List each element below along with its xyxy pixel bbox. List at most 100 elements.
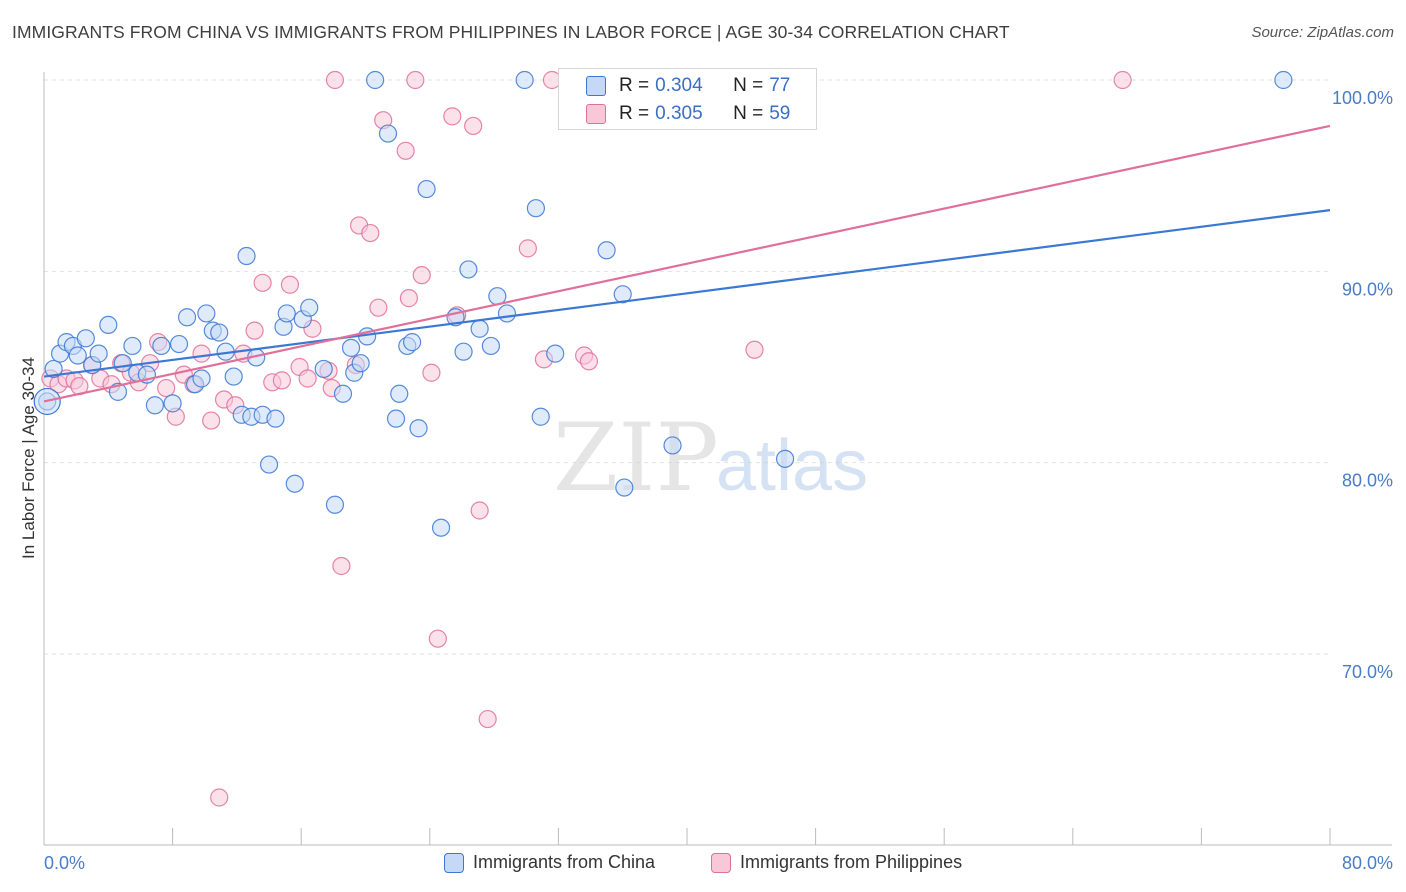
point-china xyxy=(89,344,108,363)
point-china xyxy=(378,124,398,143)
point-china xyxy=(169,334,189,354)
point-china xyxy=(210,323,229,342)
point-china xyxy=(409,419,428,438)
chart-title: IMMIGRANTS FROM CHINA VS IMMIGRANTS FROM… xyxy=(12,22,1010,42)
point-philippines xyxy=(428,629,447,648)
point-china xyxy=(351,354,370,373)
point-china xyxy=(197,304,216,323)
point-china xyxy=(300,298,319,317)
point-china xyxy=(314,359,333,379)
y-tick-label: 80.0% xyxy=(1342,471,1393,491)
stats-row-philippines: R = 0.305 N = 59 xyxy=(586,103,791,125)
point-china xyxy=(454,342,473,361)
point-china xyxy=(470,319,489,338)
x-tick-label: 80.0% xyxy=(1342,853,1393,873)
r-label: R = xyxy=(619,103,650,124)
source-label: Source: ZipAtlas.com xyxy=(1251,24,1394,41)
point-philippines xyxy=(478,709,497,729)
point-china xyxy=(390,384,409,403)
china-legend-swatch xyxy=(444,852,464,873)
point-philippines xyxy=(399,289,419,308)
y-tick-label: 90.0% xyxy=(1342,279,1393,299)
watermark-zip: ZIP xyxy=(553,404,719,513)
n-value-philippines: 59 xyxy=(769,103,791,124)
point-philippines xyxy=(210,788,229,807)
y-axis-title: In Labor Force | Age 30-34 xyxy=(19,357,38,559)
point-philippines xyxy=(406,70,425,90)
point-china xyxy=(192,369,211,388)
axes xyxy=(43,72,1392,846)
point-philippines xyxy=(253,273,272,292)
point-philippines xyxy=(298,369,317,388)
legend-label-china: Immigrants from China xyxy=(473,852,656,872)
point-philippines xyxy=(245,321,264,340)
point-philippines xyxy=(280,275,300,294)
grid-lines xyxy=(44,79,1330,655)
philippines-swatch xyxy=(586,104,606,124)
stats-row-china: R = 0.304 N = 77 xyxy=(586,75,791,97)
point-philippines xyxy=(192,344,211,363)
r-value-philippines: 0.305 xyxy=(655,103,703,124)
china-swatch xyxy=(586,76,606,96)
trend-line-china xyxy=(43,209,1331,378)
point-china xyxy=(526,199,545,218)
point-china xyxy=(386,409,406,428)
point-philippines xyxy=(157,378,176,398)
x-tick-labels: 0.0% 80.0% xyxy=(44,853,1393,873)
bottom-legend: Immigrants from China Immigrants from Ph… xyxy=(0,852,1406,878)
n-label: N = xyxy=(733,103,764,124)
n-value-china: 77 xyxy=(769,75,791,96)
point-china xyxy=(459,260,478,279)
point-china xyxy=(431,518,451,537)
point-philippines xyxy=(361,223,380,243)
point-philippines xyxy=(464,116,483,136)
point-philippines xyxy=(396,141,415,160)
point-philippines xyxy=(412,266,431,285)
point-china xyxy=(366,70,385,90)
point-china xyxy=(341,338,361,357)
point-china xyxy=(152,336,171,356)
point-philippines xyxy=(745,340,764,359)
watermark-atlas: atlas xyxy=(716,426,868,506)
point-china xyxy=(224,367,243,386)
point-china xyxy=(417,179,436,199)
point-china xyxy=(237,246,256,266)
y-tick-labels: 70.0% 80.0% 90.0% 100.0% xyxy=(1332,88,1393,682)
point-philippines xyxy=(202,411,221,430)
point-philippines xyxy=(422,363,441,382)
point-philippines xyxy=(332,556,351,576)
y-tick-label: 70.0% xyxy=(1342,662,1393,682)
r-value-china: 0.304 xyxy=(655,75,703,96)
point-philippines xyxy=(443,107,462,126)
point-china xyxy=(259,455,279,474)
point-philippines xyxy=(272,371,292,390)
point-china xyxy=(515,70,534,90)
point-china xyxy=(44,359,63,379)
point-china xyxy=(663,436,682,455)
legend-item-china[interactable]: Immigrants from China xyxy=(444,852,655,873)
trend-lines xyxy=(43,124,1331,403)
point-philippines xyxy=(1113,70,1132,90)
point-china xyxy=(597,241,616,260)
point-philippines xyxy=(325,70,345,90)
point-china xyxy=(113,354,132,373)
philippines-legend-swatch xyxy=(711,852,731,873)
point-china xyxy=(145,396,165,415)
legend-label-philippines: Immigrants from Philippines xyxy=(740,852,963,872)
watermark: ZIP atlas xyxy=(553,404,868,513)
point-philippines xyxy=(369,298,388,317)
r-label: R = xyxy=(619,75,650,96)
point-china xyxy=(68,346,87,365)
point-philippines xyxy=(579,352,599,371)
point-china xyxy=(1274,70,1293,90)
legend-item-philippines[interactable]: Immigrants from Philippines xyxy=(711,852,962,873)
trend-line-philippines xyxy=(43,124,1331,403)
point-china xyxy=(285,474,304,493)
point-china xyxy=(333,384,353,403)
point-china xyxy=(76,329,95,348)
point-china xyxy=(546,344,565,363)
series-philippines xyxy=(41,70,1132,807)
point-china xyxy=(177,308,197,327)
point-china xyxy=(99,315,118,335)
